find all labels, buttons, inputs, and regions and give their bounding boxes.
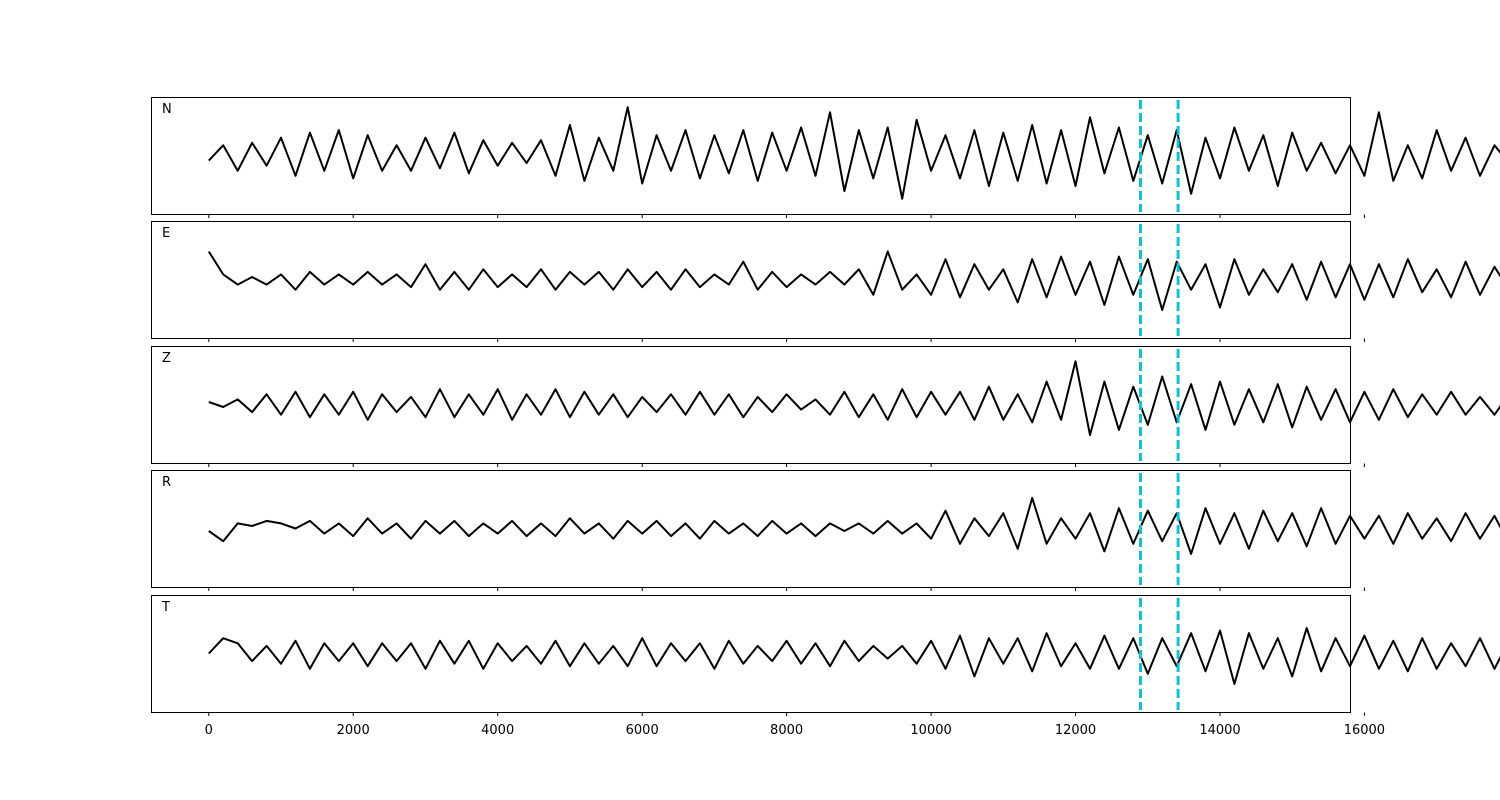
channel-label: N [162,102,172,117]
x-tick-label: 12000 [1055,723,1096,738]
panel-frame [151,595,1351,713]
channel-label: R [162,475,171,490]
x-tick-label: 16000 [1344,723,1385,738]
waveform-trace-t [208,627,1500,685]
panel-frame [151,221,1351,339]
panel-frame [151,470,1351,588]
x-tick-label: 10000 [910,723,951,738]
channel-label: T [161,600,170,615]
channel-panel-t: T [151,595,1500,716]
channel-panel-r: R [151,470,1500,591]
channel-panels: N E Z R T [151,97,1500,716]
waveform-trace-r [208,497,1500,555]
panel-frame [151,97,1351,215]
channel-label: Z [162,351,171,366]
panel-frame [151,346,1351,464]
x-tick-label: 14000 [1199,723,1240,738]
x-tick-label: 4000 [481,723,514,738]
x-tick-label: 0 [205,723,213,738]
x-axis: 0 2000 4000 6000 8000 10000 12000 14000 16000 [205,723,1385,738]
waveform-trace-n [208,106,1500,200]
x-tick-label: 8000 [770,723,803,738]
waveform-trace-z [208,360,1500,436]
channel-panel-n: N [151,97,1500,218]
channel-label: E [162,226,170,241]
waveform-trace-e [207,250,1500,311]
x-tick-label: 2000 [337,723,370,738]
channel-panel-e: E [151,221,1500,342]
x-tick-label: 6000 [626,723,659,738]
channel-panel-z: Z [151,346,1500,467]
